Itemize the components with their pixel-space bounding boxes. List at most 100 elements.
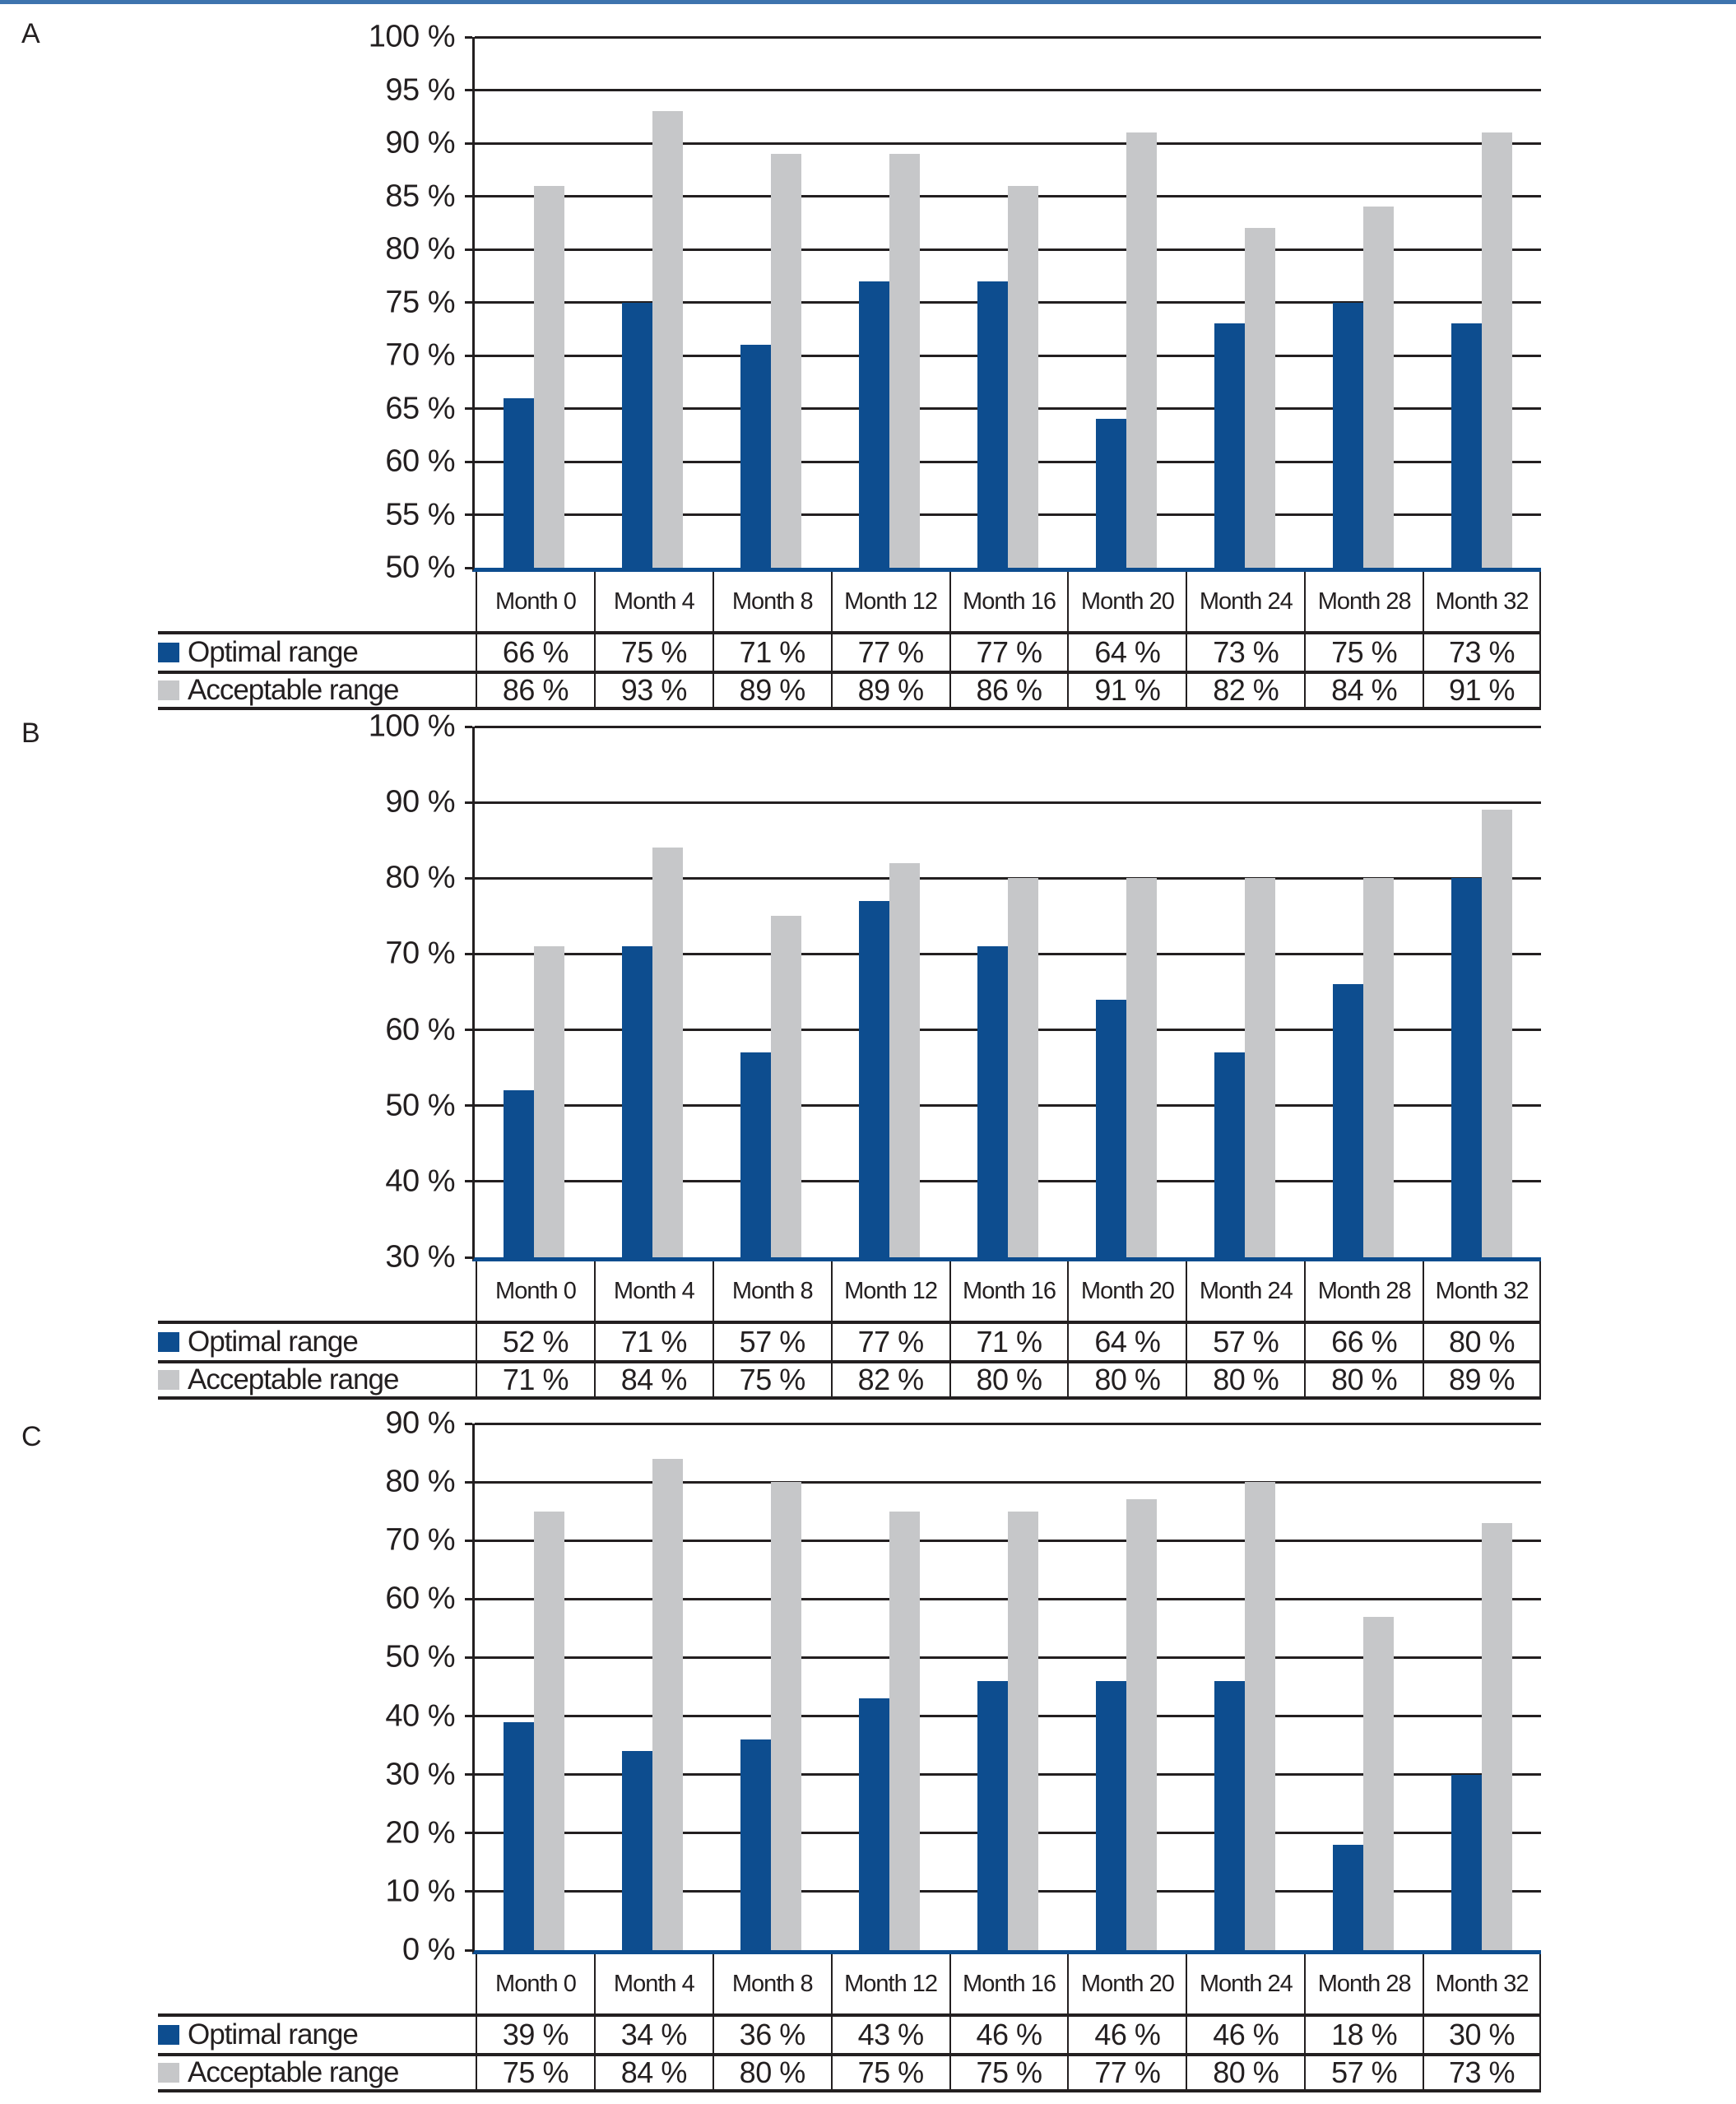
acceptable-value-cell: 75 % bbox=[476, 2053, 594, 2092]
acceptable-value-cell: 86 % bbox=[476, 671, 594, 710]
gridline bbox=[475, 35, 1541, 39]
category-slot bbox=[475, 727, 593, 1257]
acceptable-value-cell: 80 % bbox=[1186, 1360, 1305, 1400]
acceptable-bar bbox=[1482, 1522, 1512, 1950]
y-tick-mark bbox=[465, 1029, 472, 1032]
month-header-cell: Month 8 bbox=[712, 572, 831, 631]
optimal-value-cell: 71 % bbox=[593, 1321, 713, 1360]
y-axis-label: 100 % bbox=[368, 19, 456, 54]
y-tick-mark bbox=[465, 725, 472, 728]
acceptable-value-cell: 91 % bbox=[1423, 671, 1541, 710]
optimal-bar bbox=[859, 1698, 889, 1950]
y-axis-label: 40 % bbox=[385, 1163, 455, 1199]
y-axis-label: 65 % bbox=[385, 391, 455, 425]
acceptable-value-cell: 75 % bbox=[949, 2053, 1068, 2092]
month-header-cell: Month 28 bbox=[1304, 1261, 1423, 1321]
month-header-cell: Month 28 bbox=[1304, 572, 1423, 631]
y-tick-mark bbox=[465, 1890, 472, 1893]
optimal-value-cell: 64 % bbox=[1067, 1321, 1186, 1360]
y-tick-mark bbox=[465, 460, 472, 463]
y-axis-label: 30 % bbox=[385, 1239, 455, 1275]
optimal-value-cell: 46 % bbox=[1067, 2013, 1186, 2053]
category-slot bbox=[1186, 727, 1304, 1257]
acceptable-value-cell: 84 % bbox=[593, 1360, 713, 1400]
category-slot bbox=[712, 727, 830, 1257]
acceptable-value-cell: 91 % bbox=[1067, 671, 1186, 710]
month-header-cell: Month 16 bbox=[949, 572, 1068, 631]
category-slot bbox=[1304, 37, 1423, 568]
month-header-cell: Month 32 bbox=[1423, 572, 1541, 631]
optimal-bar bbox=[504, 397, 534, 568]
legend-cell-optimal: Optimal range bbox=[158, 1321, 476, 1360]
y-axis-label: 60 % bbox=[385, 444, 455, 479]
acceptable-bar bbox=[1363, 1616, 1394, 1950]
y-tick-mark bbox=[465, 876, 472, 880]
month-header-cell: Month 0 bbox=[476, 572, 594, 631]
optimal-value-cell: 75 % bbox=[593, 631, 713, 671]
panel-letter: B bbox=[21, 718, 40, 749]
acceptable-bar bbox=[1008, 185, 1038, 568]
bars-layer bbox=[475, 1424, 1541, 1950]
month-header-cell: Month 12 bbox=[830, 1261, 949, 1321]
category-slot bbox=[712, 1424, 830, 1950]
panel-letter: A bbox=[21, 18, 40, 49]
y-axis-label: 70 % bbox=[385, 1522, 455, 1558]
gridline bbox=[475, 89, 1541, 91]
optimal-bar bbox=[1451, 323, 1482, 568]
category-slot bbox=[830, 37, 949, 568]
y-axis-label: 90 % bbox=[385, 784, 455, 820]
acceptable-value-cell: 84 % bbox=[593, 2053, 713, 2092]
acceptable-swatch bbox=[158, 1370, 179, 1390]
gridline bbox=[475, 801, 1541, 804]
optimal-value-cell: 18 % bbox=[1304, 2013, 1423, 2053]
optimal-value-cell: 80 % bbox=[1423, 1321, 1541, 1360]
optimal-bar bbox=[1214, 1052, 1245, 1257]
y-axis-label: 50 % bbox=[385, 550, 455, 585]
bar-chart-plot: 100 % 90 % 80 % 70 % 60 % 50 % 40 % 30 % bbox=[369, 709, 1541, 1275]
gridline bbox=[475, 876, 1541, 880]
gridline bbox=[475, 1422, 1541, 1425]
data-table: Month 0 Month 4 Month 8 Month 12 Month 16 Mon… bbox=[158, 1261, 1541, 1400]
acceptable-bar bbox=[1482, 810, 1512, 1257]
y-tick-mark bbox=[465, 566, 472, 569]
optimal-bar bbox=[740, 345, 771, 568]
optimal-bar bbox=[1333, 302, 1363, 568]
acceptable-value-cell: 77 % bbox=[1067, 2053, 1186, 2092]
y-axis-label: 80 % bbox=[385, 1464, 455, 1499]
acceptable-bar bbox=[771, 916, 801, 1257]
legend-label: Acceptable range bbox=[188, 1363, 399, 1396]
optimal-bar bbox=[1096, 1680, 1126, 1950]
y-axis-label: 70 % bbox=[385, 337, 455, 373]
optimal-bar bbox=[859, 281, 889, 568]
optimal-bar bbox=[504, 1090, 534, 1257]
month-header-cell: Month 24 bbox=[1186, 1954, 1304, 2013]
category-slot bbox=[1067, 1424, 1186, 1950]
optimal-bar bbox=[1096, 999, 1126, 1257]
acceptable-value-cell: 82 % bbox=[830, 1360, 949, 1400]
y-tick-mark bbox=[465, 1180, 472, 1183]
optimal-value-cell: 46 % bbox=[949, 2013, 1068, 2053]
optimal-bar bbox=[1451, 1774, 1482, 1950]
optimal-bar bbox=[977, 946, 1008, 1257]
optimal-bar bbox=[622, 946, 652, 1257]
optimal-bar bbox=[977, 1680, 1008, 1950]
y-axis-label: 60 % bbox=[385, 1581, 455, 1616]
table-header-spacer bbox=[158, 1954, 476, 2013]
category-slot bbox=[712, 37, 830, 568]
y-axis-label: 85 % bbox=[385, 179, 455, 213]
top-accent-bar bbox=[0, 0, 1736, 4]
optimal-bar bbox=[1214, 323, 1245, 568]
category-slot bbox=[830, 727, 949, 1257]
y-tick-mark bbox=[465, 1948, 472, 1952]
acceptable-value-cell: 86 % bbox=[949, 671, 1068, 710]
month-header-cell: Month 20 bbox=[1067, 1261, 1186, 1321]
y-tick-mark bbox=[465, 142, 472, 145]
legend-label: Acceptable range bbox=[188, 674, 399, 706]
optimal-value-cell: 52 % bbox=[476, 1321, 594, 1360]
panel-letter: C bbox=[21, 1421, 42, 1452]
optimal-swatch bbox=[158, 2025, 179, 2045]
month-header-cell: Month 28 bbox=[1304, 1954, 1423, 2013]
acceptable-bar bbox=[1245, 1482, 1275, 1950]
y-axis-label: 80 % bbox=[385, 231, 455, 267]
